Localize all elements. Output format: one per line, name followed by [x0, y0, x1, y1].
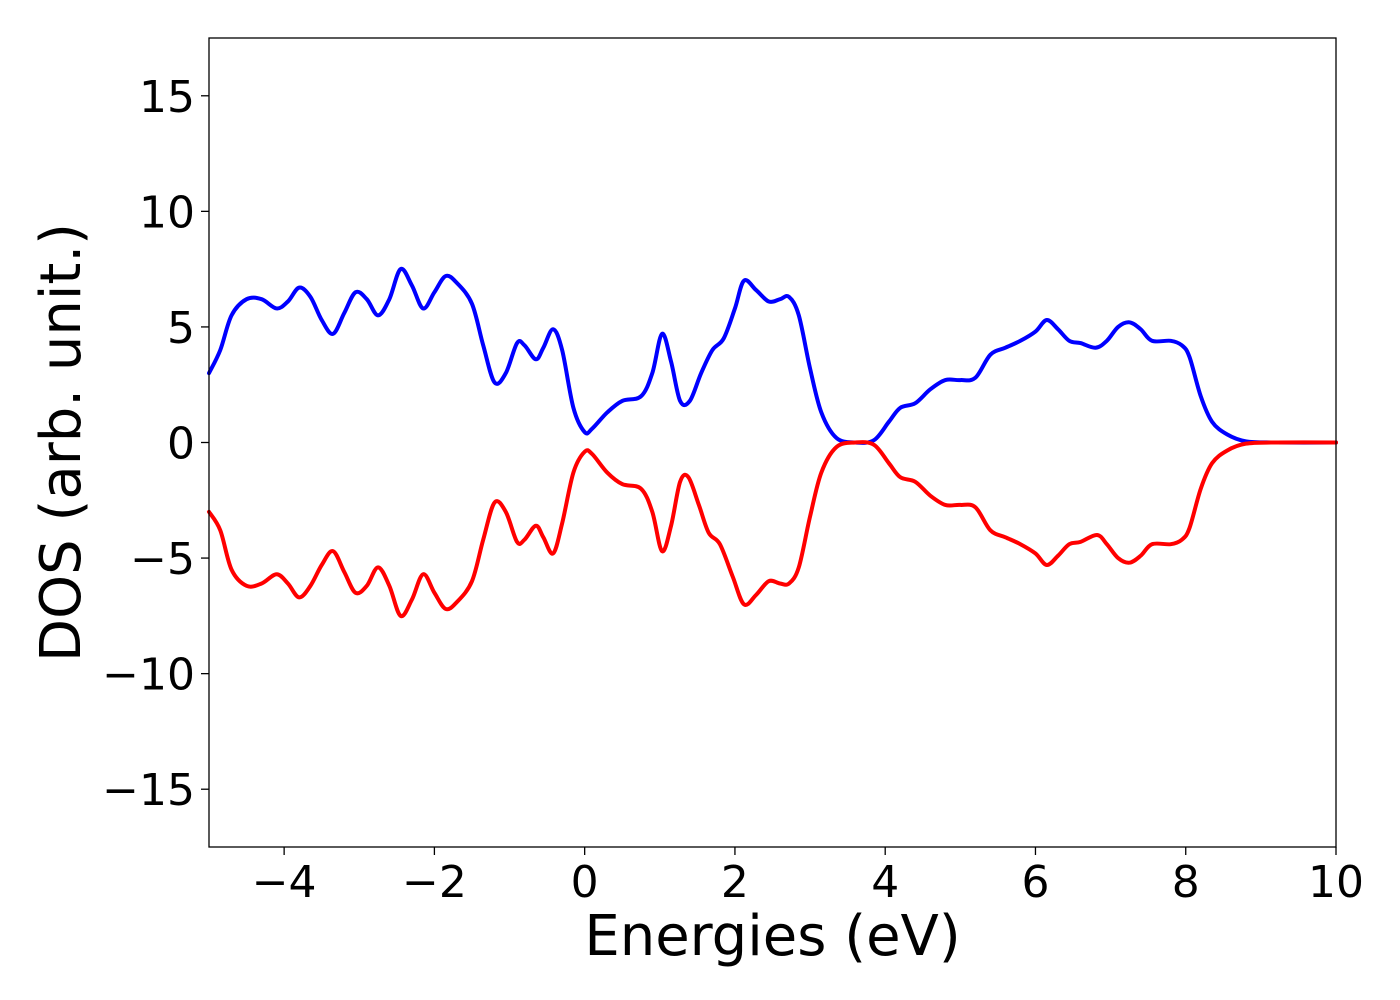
x-tick-label: 4 — [871, 857, 899, 908]
y-tick-label: 15 — [139, 72, 195, 123]
x-tick-label: 6 — [1021, 857, 1049, 908]
y-tick-label: 0 — [167, 419, 195, 470]
series-line-2 — [207, 440, 1338, 619]
series-line-1 — [207, 266, 1338, 445]
y-tick-label: −10 — [102, 650, 195, 701]
x-axis-label: Energies (eV) — [584, 904, 960, 969]
x-axis-ticks: −4 −2 0 2 4 6 8 10 — [252, 847, 1364, 908]
x-tick-label: 8 — [1172, 857, 1200, 908]
x-tick-label: 2 — [721, 857, 749, 908]
x-tick-label: −2 — [402, 857, 467, 908]
x-tick-label: 10 — [1308, 857, 1364, 908]
y-tick-label: 10 — [139, 187, 195, 238]
y-tick-label: 5 — [167, 303, 195, 354]
y-tick-label: −5 — [130, 534, 195, 585]
x-tick-label: 0 — [571, 857, 599, 908]
series-layer — [207, 266, 1338, 619]
y-axis-label: DOS (arb. unit.) — [29, 223, 94, 662]
y-tick-label: −15 — [102, 765, 195, 816]
x-tick-label: −4 — [252, 857, 317, 908]
y-axis-ticks: −15 −10 −5 0 5 10 15 — [102, 72, 209, 816]
